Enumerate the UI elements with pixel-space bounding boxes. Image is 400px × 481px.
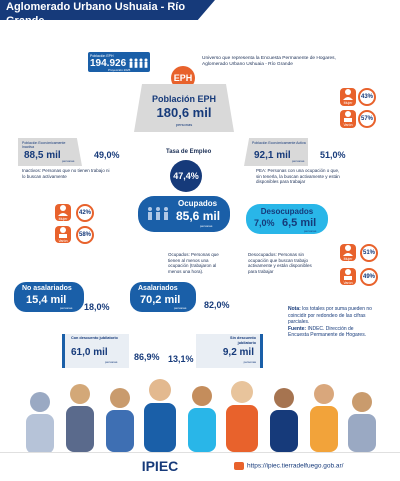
- footer-url: https://ipiec.tierradelfuego.gob.ar/: [247, 462, 344, 470]
- man-unemployed-label: Varón: [343, 281, 353, 285]
- eph-unit: personas: [175, 122, 193, 127]
- occupied-box: Ocupados 85,6 mil personas: [138, 196, 230, 232]
- crowd-icon: [148, 207, 168, 220]
- inactive-label: Población Económicamente Inactiva: [22, 141, 66, 149]
- universe-note: Universo que representa la Encuesta Perm…: [202, 56, 336, 67]
- with-pension-value: 61,0 mil: [71, 347, 108, 358]
- eph-population-box: Población EPH 180,6 mil personas: [134, 84, 234, 132]
- population-card-sub: Proyección 2025: [108, 68, 131, 72]
- unemployed-pct: 7,0%: [254, 218, 275, 228]
- active-pct: 51,0%: [320, 150, 346, 160]
- unemployed-note: Desocupados: Personas sin ocupación que …: [248, 252, 312, 274]
- woman-pct-occupied: 42%: [76, 204, 94, 222]
- woman-unemployed-label: Mujer: [343, 257, 353, 261]
- unemployed-box: Desocupados 6,5 mil personas: [246, 204, 328, 234]
- employment-rate-circle: 47,4%: [170, 160, 202, 192]
- man-label: Varón: [343, 123, 353, 127]
- footer: [0, 452, 400, 481]
- crowd-illustration: [26, 379, 376, 452]
- occupied-label: Ocupados: [178, 199, 218, 208]
- population-card-label: Población EPH: [90, 54, 114, 58]
- occupied-value: 85,6 mil: [176, 209, 221, 223]
- man-pct-occupied: 58%: [76, 226, 94, 244]
- salaried-value: 70,2 mil: [140, 294, 181, 306]
- woman-label: Mujer: [343, 101, 353, 105]
- unemployed-label: Desocupados: [260, 207, 314, 216]
- occupied-unit: personas: [200, 224, 213, 228]
- non-salaried-box: No asalariados 15,4 mil personas: [14, 282, 84, 312]
- without-pension-unit: personas: [243, 360, 256, 364]
- without-pension-label: Sin descuento jubilatorio: [230, 336, 256, 345]
- footer-link[interactable]: https://ipiec.tierradelfuego.gob.ar/: [234, 462, 343, 470]
- salaried-unit: personas: [174, 306, 187, 310]
- with-pension-box: Con descuento jubilatorio 61,0 mil perso…: [62, 334, 129, 368]
- active-value: 92,1 mil: [254, 150, 291, 161]
- footnote-nota-label: Nota:: [288, 306, 301, 312]
- woman-icon-occupied: Mujer: [55, 204, 71, 221]
- man-icon-unemployed: Varón: [340, 268, 356, 285]
- woman-icon-unemployed: Mujer: [340, 244, 356, 261]
- with-pension-unit: personas: [105, 360, 118, 364]
- active-label: Población Económicamente Activa: [252, 141, 306, 145]
- footnote-fuente-label: Fuente:: [288, 325, 307, 332]
- employment-rate-label: Tasa de Empleo: [166, 149, 212, 155]
- unemployed-value: 6,5 mil: [282, 217, 317, 229]
- active-box: Población Económicamente Activa 92,1 mil…: [244, 138, 308, 166]
- footnote: Nota: los totales por suma pueden no coi…: [288, 306, 374, 339]
- man-pct-top: 57%: [358, 110, 376, 128]
- with-pension-pct: 86,9%: [134, 352, 160, 362]
- salaried-pct: 82,0%: [204, 300, 230, 310]
- inactive-unit: personas: [62, 159, 75, 163]
- non-salaried-unit: personas: [60, 306, 73, 310]
- footnote-nota-text: los totales por suma pueden no coincidir…: [288, 306, 372, 325]
- non-salaried-value: 15,4 mil: [26, 294, 67, 306]
- header-banner: Aglomerado Urbano Ushuaia - Río Grande: [0, 0, 215, 20]
- population-card-value: 194.926: [90, 58, 127, 69]
- occupied-note: Ocupados: Personas que tienen al menos u…: [168, 252, 219, 274]
- man-pct-unemployed: 49%: [360, 268, 378, 286]
- salaried-label: Asalariados: [138, 285, 178, 292]
- woman-occupied-label: Mujer: [58, 217, 68, 221]
- salaried-box: Asalariados 70,2 mil personas: [130, 282, 196, 312]
- people-icon: [129, 58, 148, 68]
- with-pension-label: Con descuento jubilatorio: [71, 336, 118, 340]
- population-card: Población EPH 194.926 Proyección 2025: [88, 52, 150, 72]
- eph-title: Población EPH: [151, 94, 216, 104]
- woman-icon: Mujer: [340, 88, 356, 106]
- without-pension-box: Sin descuento jubilatorio 9,2 mil person…: [196, 334, 263, 368]
- woman-pct-top: 43%: [358, 88, 376, 106]
- woman-pct-unemployed: 51%: [360, 244, 378, 262]
- without-pension-pct: 13,1%: [168, 354, 194, 364]
- active-unit: personas: [292, 159, 305, 163]
- inactive-pct: 49,0%: [94, 150, 120, 160]
- man-icon-occupied: Varón: [55, 226, 71, 243]
- unemployed-unit: personas: [304, 229, 317, 233]
- active-note: PEA: Personas con una ocupación o que, s…: [256, 168, 340, 184]
- non-salaried-pct: 18,0%: [84, 302, 110, 312]
- eph-value: 180,6 mil: [156, 105, 212, 120]
- footnote-fuente-text: INDEC. Dirección de Encuesta Permanente …: [288, 325, 367, 339]
- inactive-value: 88,5 mil: [24, 150, 61, 161]
- man-icon: Varón: [340, 110, 356, 128]
- inactive-note: Inactivos: Personas que no tienen trabaj…: [22, 168, 110, 179]
- inactive-box: Población Económicamente Inactiva 88,5 m…: [18, 138, 82, 166]
- man-occupied-label: Varón: [58, 239, 68, 243]
- web-icon: [234, 462, 244, 470]
- without-pension-value: 9,2 mil: [222, 347, 254, 358]
- footer-logo: IPIEC: [141, 458, 179, 474]
- non-salaried-label: No asalariados: [22, 285, 72, 292]
